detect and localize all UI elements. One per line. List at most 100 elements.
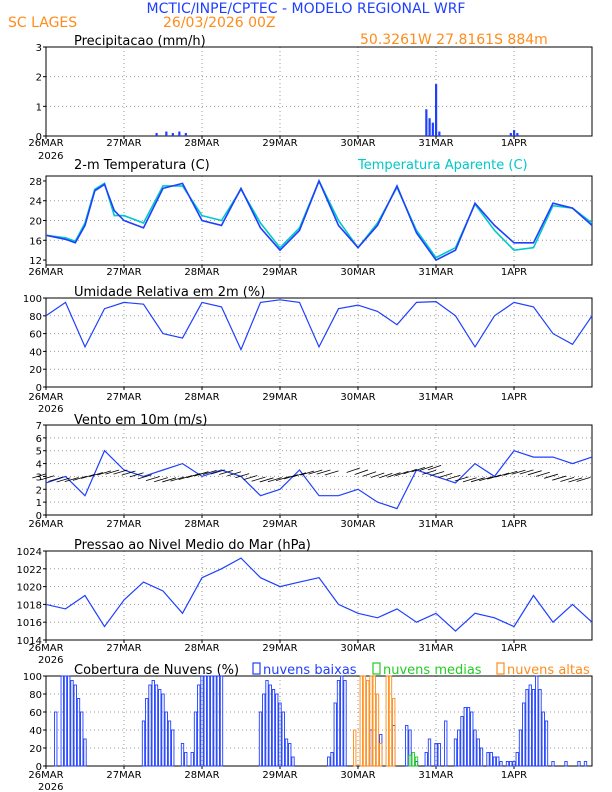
x-tick-label: 27MAR: [106, 267, 141, 278]
y-tick-label: 1014: [17, 636, 42, 647]
wind-barb: [576, 476, 591, 482]
cloud-bar-nuvens-baixas: [216, 675, 220, 767]
panel-frame: [45, 424, 593, 516]
y-tick-label: 4: [36, 460, 42, 471]
legend-label: Temperatura Aparente (C): [357, 158, 528, 173]
wind-barb: [403, 468, 417, 475]
y-tick-label: 60: [29, 330, 42, 341]
wind-barb: [479, 476, 493, 482]
wind-barb: [154, 477, 168, 483]
wind-barb: [346, 467, 360, 473]
wind-barb: [454, 476, 469, 482]
wind-barb: [422, 469, 437, 475]
legend-label: nuvens altas: [507, 663, 590, 678]
x-tick-label: 27MAR: [106, 770, 141, 781]
x-year-label: 2026: [38, 782, 63, 792]
cloud-bar-nuvens-baixas: [278, 702, 282, 767]
y-tick-label: 80: [29, 690, 42, 701]
wind-barb: [275, 476, 290, 481]
wind-barb: [72, 475, 87, 481]
x-tick-label: 30MAR: [340, 267, 375, 278]
wind-barb: [378, 472, 393, 479]
wind-barb: [446, 474, 461, 480]
cloud-bar-nuvens-baixas: [288, 743, 292, 767]
x-tick-label: 31MAR: [418, 643, 453, 654]
wind-barb: [495, 472, 510, 478]
y-tick-label: 100: [23, 672, 42, 683]
legend-swatch: [252, 662, 261, 675]
wind-barb: [32, 473, 47, 479]
cloud-bar-nuvens-baixas: [496, 756, 500, 767]
wind-barb: [80, 474, 95, 479]
cloud-bar-nuvens-baixas: [535, 675, 539, 767]
wind-barb: [56, 477, 71, 483]
cloud-bar-nuvens-baixas: [453, 738, 458, 767]
wind-barb: [438, 472, 453, 478]
x-tick-label: 1APR: [501, 267, 527, 278]
x-tick-label: 29MAR: [262, 392, 297, 403]
cloud-bar-nuvens-altas: [392, 698, 396, 767]
y-tick-label: 0: [36, 762, 42, 773]
cloud-bar-nuvens-baixas: [180, 743, 185, 767]
cloud-bar-nuvens-baixas: [336, 680, 341, 767]
wind-barb: [162, 477, 177, 483]
x-year-label: 2026: [38, 655, 63, 666]
cloud-bar-nuvens-baixas: [427, 738, 432, 767]
y-tick-label: 24: [29, 197, 42, 208]
y-tick-label: 0: [36, 132, 42, 143]
x-tick-label: 26MAR: [28, 392, 63, 403]
cloud-bar-nuvens-baixas: [460, 716, 464, 767]
wind-barb: [235, 473, 250, 479]
wind-barb: [251, 476, 266, 482]
cloud-bar-nuvens-baixas: [70, 680, 74, 767]
cloud-bar-nuvens-medias: [414, 756, 419, 767]
wind-barb: [300, 470, 315, 476]
cloud-bar-nuvens-baixas: [538, 689, 542, 767]
x-tick-label: 26MAR: [28, 643, 63, 654]
x-tick-label: 28MAR: [184, 519, 219, 530]
y-tick-label: 12: [29, 256, 42, 267]
x-tick-label: 28MAR: [184, 392, 219, 403]
wind-barb: [105, 469, 120, 475]
precip-bar: [165, 131, 168, 136]
y-tick-label: 0: [36, 511, 42, 522]
wind-barb: [267, 477, 282, 483]
x-tick-label: 27MAR: [106, 392, 141, 403]
cloud-bar-nuvens-baixas: [161, 693, 165, 767]
legend-swatch: [496, 662, 505, 675]
cloud-bar-nuvens-altas: [375, 693, 380, 767]
x-tick-label: 30MAR: [340, 643, 375, 654]
wind-barb: [48, 476, 63, 482]
wind-barb: [568, 477, 583, 483]
precip-bar: [435, 84, 438, 136]
cloud-bar-nuvens-baixas: [154, 684, 159, 767]
cloud-bar-nuvens-baixas: [564, 761, 568, 767]
x-tick-label: 1APR: [501, 519, 527, 530]
wind-barb: [560, 477, 575, 482]
cloud-bar-nuvens-baixas: [63, 675, 68, 767]
station-coords: 50.3261W 27.8161S 884m: [360, 32, 548, 48]
panel-title: Precipitacao (mm/h): [74, 34, 206, 49]
y-tick-label: 6: [36, 434, 42, 445]
wind-barb: [487, 474, 502, 480]
x-tick-label: 1APR: [501, 138, 527, 149]
cloud-bar-nuvens-baixas: [158, 689, 162, 767]
cloud-bar-nuvens-baixas: [499, 761, 503, 767]
y-tick-label: 1020: [17, 583, 42, 594]
cloud-bar-nuvens-baixas: [151, 680, 155, 767]
y-tick-label: 100: [23, 294, 42, 305]
cloud-bar-nuvens-altas: [372, 675, 376, 767]
cloud-bar-nuvens-baixas: [457, 729, 461, 767]
cloud-bar-nuvens-baixas: [327, 756, 331, 767]
wind-barb: [427, 464, 442, 471]
x-tick-label: 28MAR: [184, 643, 219, 654]
cloud-bar-nuvens-baixas: [525, 689, 529, 767]
cloud-bar-nuvens-baixas: [148, 684, 152, 767]
wind-barb: [354, 469, 369, 475]
x-tick-label: 27MAR: [106, 519, 141, 530]
cloud-bar-nuvens-baixas: [67, 675, 71, 767]
cloud-bar-nuvens-baixas: [271, 689, 276, 767]
precip-bar: [509, 133, 512, 136]
y-tick-label: 16: [29, 236, 42, 247]
